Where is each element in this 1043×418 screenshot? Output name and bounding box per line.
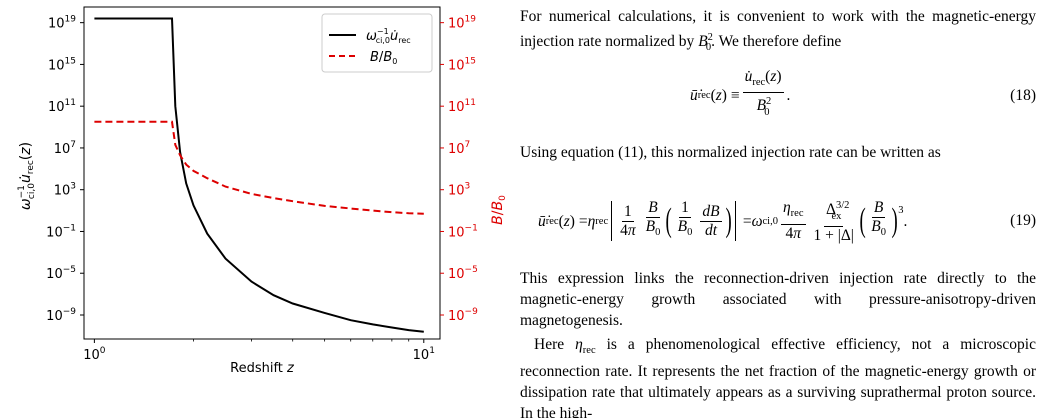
right-tick-label: 1019 — [448, 15, 476, 32]
left-axis-ticks: 1019 1015 1011 107 103 10−1 10−5 10−9 — [46, 15, 84, 324]
bottom-tick-label: 101 — [413, 346, 435, 363]
left-tick-label: 107 — [54, 140, 76, 157]
paragraph-2: Using equation (11), this normalized inj… — [520, 144, 941, 161]
legend-label-b: B/B0 — [370, 50, 397, 66]
equation-19: ū̇ rec(z) = η rec 1 4π B B0 ( 1 B0 dB dt ) = ω… — [520, 190, 1036, 252]
svg-text:ω−1ci,0u̇rec(z): ω−1ci,0u̇rec(z) — [17, 142, 37, 210]
left-tick-label: 10−5 — [46, 265, 76, 282]
paragraph-1: For numerical calculations, it is conven… — [520, 8, 1036, 54]
left-tick-label: 1019 — [48, 15, 76, 32]
y-left-axis-label: ω−1ci,0u̇rec(z) — [17, 142, 37, 210]
plot-frame — [83, 6, 441, 340]
equation-19-number: (19) — [1010, 212, 1036, 229]
right-tick-label: 103 — [448, 182, 470, 199]
legend-label-urec: ω−1 ci,0u̇rec — [366, 27, 411, 45]
left-tick-label: 1011 — [48, 98, 76, 115]
left-tick-label: 10−9 — [46, 307, 76, 324]
right-tick-label: 107 — [448, 140, 470, 157]
series-lines — [94, 17, 424, 333]
series-line-urec — [94, 17, 424, 333]
left-tick-label: 1015 — [48, 56, 76, 73]
figure-panel: 1019 1015 1011 107 103 10−1 10−5 10−9 1019 1015 1… — [0, 0, 515, 418]
right-tick-label: 1015 — [448, 56, 476, 73]
right-tick-label: 10−9 — [448, 307, 478, 324]
right-tick-label: 10−1 — [448, 223, 478, 240]
right-tick-label: 1011 — [448, 98, 476, 115]
x-axis-label: Redshift z — [230, 361, 295, 376]
paragraph-3: This expression links the reconnection-d… — [520, 270, 1036, 329]
left-tick-label: 10−1 — [46, 223, 76, 240]
bottom-tick-label: 100 — [83, 346, 106, 363]
paragraph-4: Here ηrec is a phenomenological effectiv… — [520, 336, 1036, 418]
legend: ω−1 ci,0u̇rec B/B0 — [321, 13, 433, 73]
equation-18: ū̇ rec(z) ≡ u̇rec(z) B20. (18) — [690, 68, 1036, 118]
right-tick-label: 10−5 — [448, 265, 478, 282]
equation-18-number: (18) — [1010, 87, 1036, 104]
series-line-b-over-b0 — [94, 120, 424, 215]
left-tick-label: 103 — [54, 182, 76, 199]
bottom-axis-ticks: 100 101 — [83, 339, 435, 363]
y-right-axis-label: B/B0 — [490, 195, 508, 225]
svg-text:B/B0: B/B0 — [490, 195, 508, 225]
text-column: For numerical calculations, it is conven… — [520, 0, 1036, 418]
right-axis-ticks: 1019 1015 1011 107 103 10−1 10−5 10−9 — [440, 15, 478, 324]
